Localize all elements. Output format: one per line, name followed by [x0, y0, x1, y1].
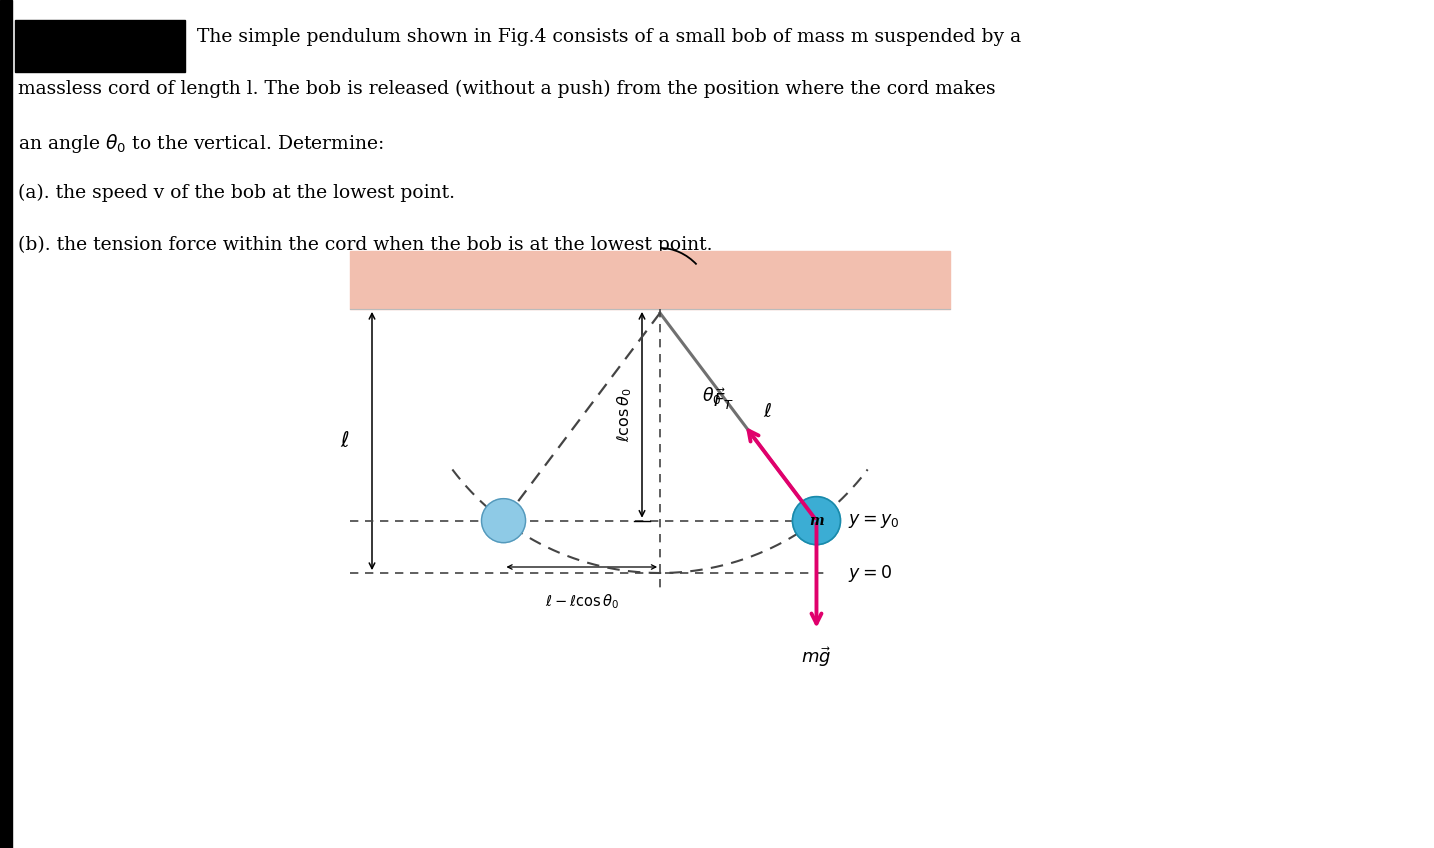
Text: $m\vec{g}$: $m\vec{g}$ [802, 644, 832, 668]
Text: (a). the speed v of the bob at the lowest point.: (a). the speed v of the bob at the lowes… [19, 184, 455, 203]
Text: m: m [809, 514, 823, 527]
Bar [0, 0, 11, 848]
Text: (b). the tension force within the cord when the bob is at the lowest point.: (b). the tension force within the cord w… [19, 236, 713, 254]
Text: an angle $\theta_0$ to the vertical. Determine:: an angle $\theta_0$ to the vertical. Det… [19, 132, 384, 155]
Text: The simple pendulum shown in Fig.4 consists of a small bob of mass m suspended b: The simple pendulum shown in Fig.4 consi… [196, 28, 1021, 46]
Text: massless cord of length l. The bob is released (without a push) from the positio: massless cord of length l. The bob is re… [19, 80, 995, 98]
Circle shape [793, 497, 840, 544]
Text: $\ell$: $\ell$ [340, 431, 350, 451]
Bar [14, 20, 185, 72]
Text: $\ell - \ell \cos \theta_0$: $\ell - \ell \cos \theta_0$ [545, 592, 618, 611]
Text: $\vec{F}_T$: $\vec{F}_T$ [713, 386, 734, 412]
Bar [350, 251, 949, 309]
Circle shape [482, 499, 525, 543]
Text: $y = 0$: $y = 0$ [849, 562, 892, 583]
Text: $y = y_0$: $y = y_0$ [849, 511, 899, 530]
Text: $\theta_0$: $\theta_0$ [703, 385, 721, 406]
Text: $\ell$: $\ell$ [763, 402, 773, 421]
Text: $\ell \cos \theta_0$: $\ell \cos \theta_0$ [615, 388, 634, 442]
